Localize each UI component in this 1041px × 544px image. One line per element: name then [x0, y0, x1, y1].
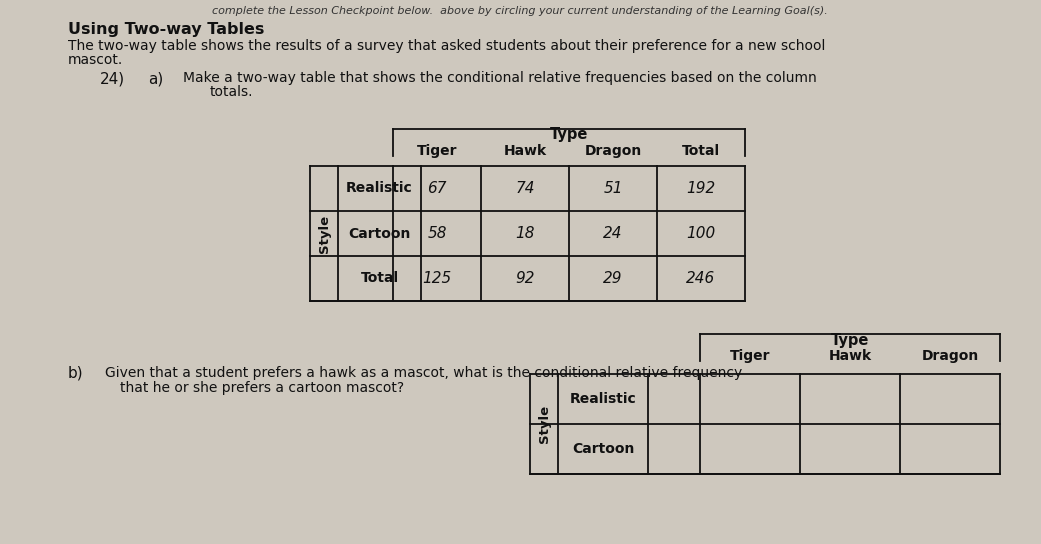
- Text: Tiger: Tiger: [730, 349, 770, 363]
- Text: 74: 74: [515, 181, 535, 196]
- Text: 24): 24): [100, 71, 125, 86]
- Text: a): a): [148, 71, 163, 86]
- Text: 100: 100: [686, 226, 715, 241]
- Text: Style: Style: [318, 214, 330, 252]
- Text: Dragon: Dragon: [921, 349, 979, 363]
- Text: Dragon: Dragon: [584, 144, 641, 158]
- Text: Make a two-way table that shows the conditional relative frequencies based on th: Make a two-way table that shows the cond…: [183, 71, 817, 85]
- Text: that he or she prefers a cartoon mascot?: that he or she prefers a cartoon mascot?: [120, 381, 404, 395]
- Text: 24: 24: [603, 226, 623, 241]
- Text: Total: Total: [682, 144, 720, 158]
- Text: Realistic: Realistic: [569, 392, 636, 406]
- Text: Type: Type: [550, 127, 588, 141]
- Text: 125: 125: [423, 271, 452, 286]
- Text: Hawk: Hawk: [504, 144, 547, 158]
- Text: 246: 246: [686, 271, 715, 286]
- Text: Style: Style: [537, 405, 551, 443]
- Text: 58: 58: [427, 226, 447, 241]
- Text: Given that a student prefers a hawk as a mascot, what is the conditional relativ: Given that a student prefers a hawk as a…: [105, 366, 742, 380]
- Text: mascot.: mascot.: [68, 53, 123, 67]
- Text: 51: 51: [603, 181, 623, 196]
- Text: 92: 92: [515, 271, 535, 286]
- Text: Using Two-way Tables: Using Two-way Tables: [68, 22, 264, 37]
- Text: 192: 192: [686, 181, 715, 196]
- Text: Hawk: Hawk: [829, 349, 871, 363]
- Text: 18: 18: [515, 226, 535, 241]
- Text: The two-way table shows the results of a survey that asked students about their : The two-way table shows the results of a…: [68, 39, 826, 53]
- Text: Type: Type: [831, 333, 869, 349]
- Text: 29: 29: [603, 271, 623, 286]
- Text: Cartoon: Cartoon: [572, 442, 634, 456]
- Text: b): b): [68, 366, 83, 381]
- Text: Tiger: Tiger: [416, 144, 457, 158]
- Text: 67: 67: [427, 181, 447, 196]
- Text: Realistic: Realistic: [346, 182, 413, 195]
- Text: complete the Lesson Checkpoint below.  above by circling your current understand: complete the Lesson Checkpoint below. ab…: [212, 6, 828, 16]
- Text: totals.: totals.: [210, 85, 254, 99]
- Text: Cartoon: Cartoon: [349, 226, 411, 240]
- Text: Total: Total: [360, 271, 399, 286]
